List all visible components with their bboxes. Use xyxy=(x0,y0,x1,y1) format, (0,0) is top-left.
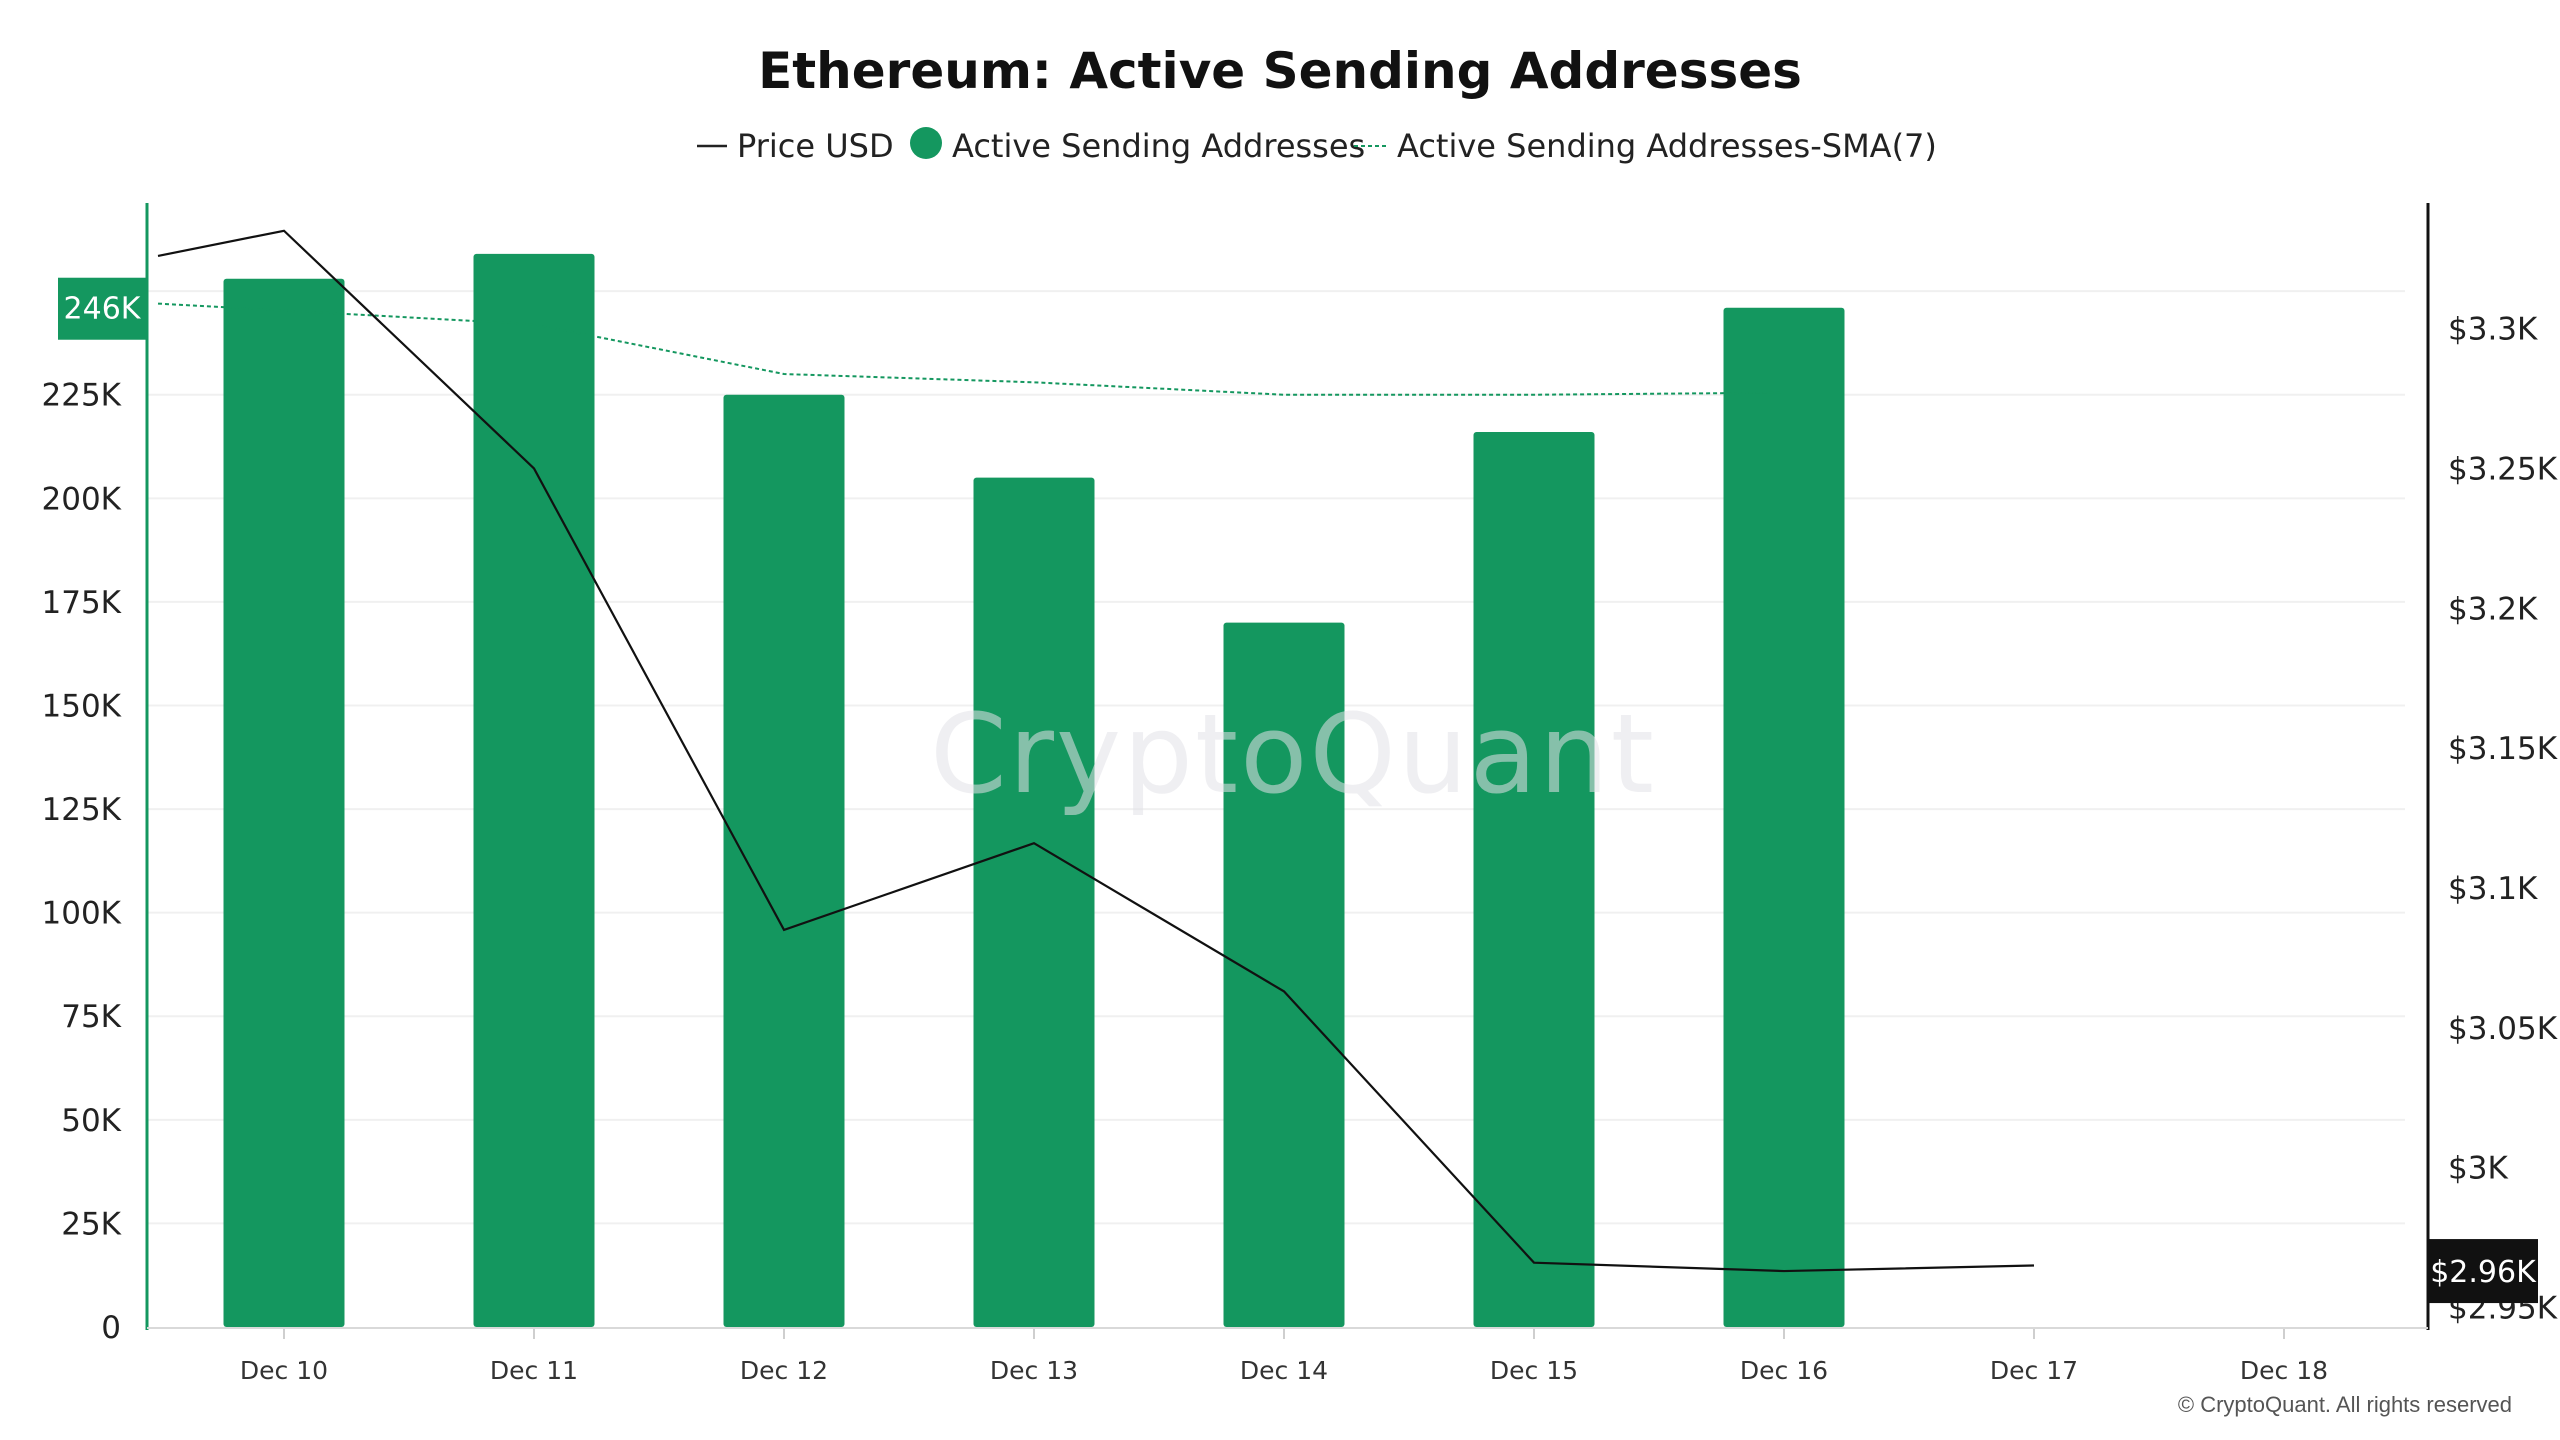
right-tick-label: $3.1K xyxy=(2448,871,2538,907)
legend-sma-label: Active Sending Addresses-SMA(7) xyxy=(1397,127,1937,165)
bar xyxy=(973,477,1095,1327)
left-tick-label: 150K xyxy=(42,688,122,724)
price-line xyxy=(157,229,2035,1273)
right-value-badge-label: $2.96K xyxy=(2430,1255,2537,1290)
x-tick-label: Dec 10 xyxy=(240,1356,328,1385)
price-series xyxy=(157,229,2035,1273)
bar xyxy=(723,394,845,1327)
x-tick-label: Dec 18 xyxy=(2240,1356,2328,1385)
x-tick-label: Dec 11 xyxy=(490,1356,578,1385)
x-tick-label: Dec 14 xyxy=(1240,1356,1328,1385)
x-tick-label: Dec 16 xyxy=(1740,1356,1828,1385)
left-tick-label: 175K xyxy=(42,585,122,621)
bars-series xyxy=(223,253,1845,1328)
bar xyxy=(1223,622,1345,1327)
right-value-badge: $2.96K xyxy=(2429,1239,2538,1304)
right-tick-label: $3.3K xyxy=(2448,312,2538,348)
right-tick-label: $3.15K xyxy=(2448,731,2558,767)
x-tick-label: Dec 13 xyxy=(990,1356,1078,1385)
chart-title: Ethereum: Active Sending Addresses xyxy=(758,42,1802,100)
x-tick-label: Dec 17 xyxy=(1990,1356,2078,1385)
sma-line xyxy=(157,302,1785,396)
left-tick-label: 0 xyxy=(101,1310,121,1346)
right-tick-label: $3K xyxy=(2448,1151,2508,1187)
bar xyxy=(473,253,595,1327)
bar xyxy=(1723,307,1845,1328)
copyright-text: © CryptoQuant. All rights reserved xyxy=(2177,1392,2512,1417)
left-tick-label: 25K xyxy=(61,1206,121,1242)
left-tick-label: 100K xyxy=(42,896,122,932)
left-value-badge: 246K xyxy=(58,277,146,340)
left-tick-label: 50K xyxy=(61,1103,121,1139)
bar xyxy=(1473,432,1595,1327)
watermark: CryptoQuant xyxy=(930,690,1656,818)
left-tick-label: 200K xyxy=(42,481,122,517)
right-tick-label: $3.25K xyxy=(2448,451,2558,487)
x-tick-label: Dec 12 xyxy=(740,1356,828,1385)
left-tick-label: 225K xyxy=(42,378,122,414)
legend: Price USD Active Sending Addresses Active … xyxy=(697,127,1937,165)
left-value-badge-bg xyxy=(58,277,146,340)
bar xyxy=(223,278,345,1328)
axes: 025K50K75K100K125K150K175K200K225K$2.95K… xyxy=(42,203,2558,1385)
right-tick-label: $3.2K xyxy=(2448,591,2538,627)
left-tick-label: 125K xyxy=(42,792,122,828)
left-value-badge-label: 246K xyxy=(64,292,142,327)
left-tick-label: 75K xyxy=(61,999,121,1035)
legend-bars-swatch xyxy=(910,127,942,159)
sma-series xyxy=(157,302,1785,396)
right-tick-label: $3.05K xyxy=(2448,1011,2558,1047)
right-value-badge-bg xyxy=(2429,1239,2538,1304)
legend-bars-label: Active Sending Addresses xyxy=(952,127,1365,165)
legend-price-label: Price USD xyxy=(737,127,894,165)
x-tick-label: Dec 15 xyxy=(1490,1356,1578,1385)
